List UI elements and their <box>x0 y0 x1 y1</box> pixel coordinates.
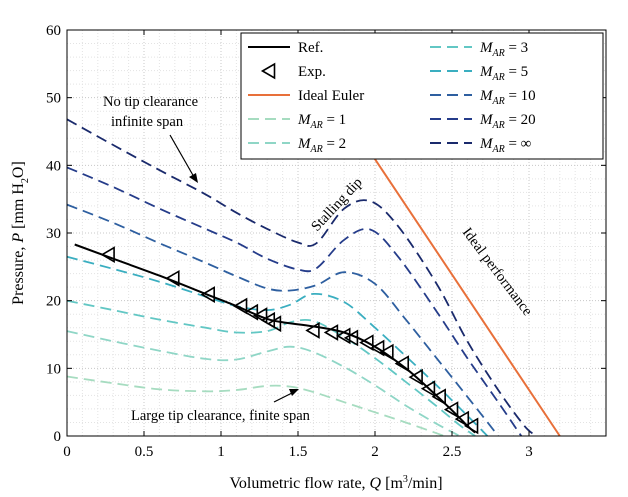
annotation-arrow-large-tip <box>273 391 295 403</box>
y-tick-label: 0 <box>54 429 62 445</box>
x-tick-label: 2.5 <box>443 444 462 460</box>
legend-label: Ref. <box>298 40 323 56</box>
markers-layer <box>100 246 479 435</box>
series-line-ref- <box>74 243 476 434</box>
exp-marker <box>252 307 268 324</box>
series-line-m-ar-1 <box>66 375 445 437</box>
exp-marker <box>359 334 374 352</box>
legend-box <box>240 32 604 160</box>
y-tick-label: 60 <box>46 23 61 39</box>
x-axis-label: Volumetric flow rate, Q [m3/min] <box>229 474 442 492</box>
legend-label: Ideal Euler <box>298 88 364 104</box>
annotation-arrowhead-no-tip <box>189 173 198 183</box>
annotation-large-tip-clearance: Large tip clearance, finite span <box>131 389 311 424</box>
annotation-arrowhead-large-tip <box>289 389 299 396</box>
series-line-m-ar-2 <box>66 330 461 437</box>
legend-label: Exp. <box>298 64 326 80</box>
annotation-no-tip-clearance: No tip clearance infinite span <box>103 94 198 183</box>
y-tick-label: 50 <box>46 91 61 107</box>
exp-marker <box>431 388 446 406</box>
series-line-m-ar- <box>66 118 538 437</box>
x-tick-label: 0.5 <box>135 444 154 460</box>
exp-marker <box>323 324 339 341</box>
exp-marker <box>394 355 410 372</box>
x-tick-label: 3 <box>525 444 533 460</box>
exp-marker <box>443 401 459 419</box>
exp-marker <box>200 286 215 303</box>
legend-label: MAR = 3 <box>479 40 528 59</box>
annotation-large-tip-text: Large tip clearance, finite span <box>131 408 311 424</box>
legend: Ref. Exp. Ideal Euler MAR = 1 MAR = 2 MAR = 3… <box>240 32 604 160</box>
y-tick-label: 20 <box>46 294 61 310</box>
y-tick-label: 30 <box>46 226 61 242</box>
series-line-m-ar-10 <box>66 203 499 437</box>
legend-label: MAR = 2 <box>297 136 346 155</box>
series-line-m-ar-20 <box>66 166 523 437</box>
x-tick-label: 0 <box>63 444 71 460</box>
exp-marker <box>454 410 470 428</box>
legend-label: MAR = 1 <box>297 112 346 131</box>
exp-marker <box>100 246 115 264</box>
y-axis-label: Pressure, P [mm H2O] <box>10 161 31 305</box>
annotation-no-tip-line2: infinite span <box>111 114 184 130</box>
exp-marker <box>266 315 282 333</box>
exp-marker <box>343 329 359 347</box>
exp-marker <box>232 297 248 315</box>
exp-marker <box>379 343 394 361</box>
annotation-no-tip-line1: No tip clearance <box>103 94 198 110</box>
exp-marker <box>408 368 423 386</box>
y-tick-label: 10 <box>46 361 61 377</box>
annotation-arrow-no-tip <box>169 134 195 178</box>
exp-marker <box>305 322 320 339</box>
x-tick-label: 1.5 <box>289 444 308 460</box>
exp-marker <box>165 269 180 287</box>
x-tick-label: 2 <box>371 444 379 460</box>
exp-marker <box>243 303 259 321</box>
legend-label: MAR = 5 <box>479 64 528 83</box>
exp-marker <box>420 380 436 398</box>
exp-marker <box>369 339 385 357</box>
exp-marker <box>463 417 479 435</box>
legend-label: MAR = 20 <box>479 112 536 131</box>
legend-label: MAR = 10 <box>479 88 536 107</box>
legend-sample-exp <box>260 62 276 80</box>
legend-label: MAR = ∞ <box>479 136 531 155</box>
series-line-ideal-euler <box>355 130 561 437</box>
series-line-m-ar-3 <box>66 299 476 437</box>
x-tick-label: 1 <box>217 444 225 460</box>
y-tick-label: 40 <box>46 158 61 174</box>
